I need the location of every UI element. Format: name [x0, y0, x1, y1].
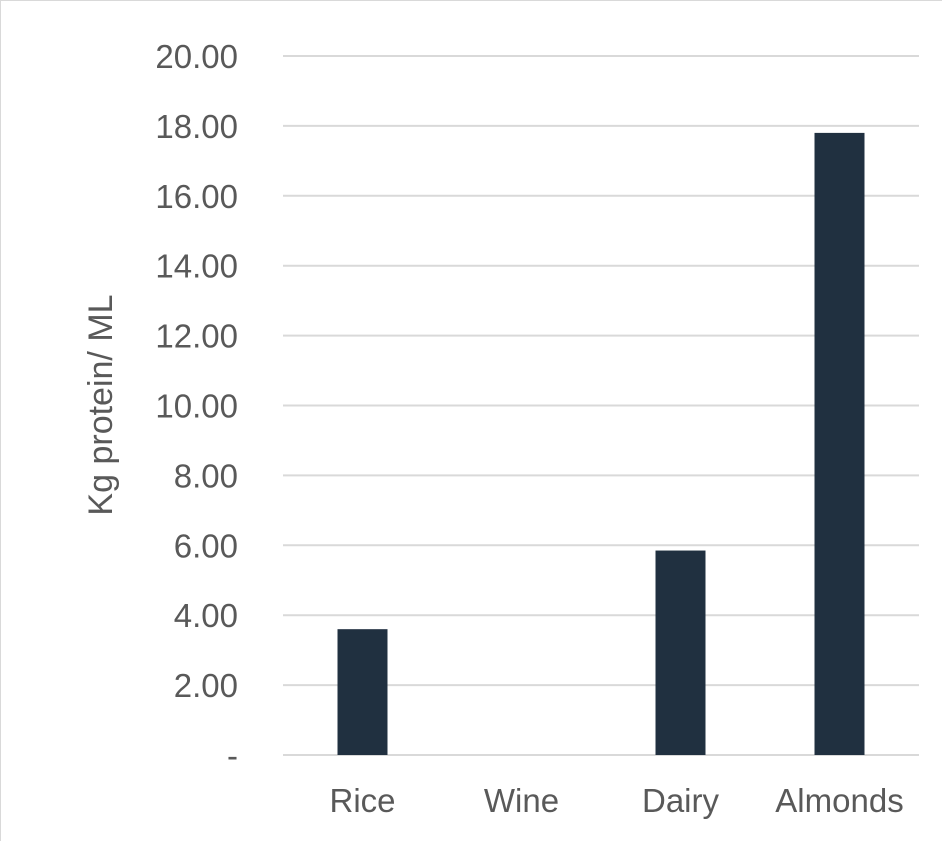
bar-almonds	[814, 132, 865, 755]
x-tick-label: Almonds	[775, 782, 903, 819]
x-tick-label: Wine	[484, 782, 559, 819]
y-tick-label: 16.00	[155, 178, 238, 215]
x-tick-label: Rice	[329, 782, 395, 819]
y-tick-label: -	[227, 737, 238, 774]
y-tick-label: 10.00	[155, 388, 238, 425]
y-tick-label: 14.00	[155, 248, 238, 285]
y-tick-label: 6.00	[174, 527, 238, 564]
y-axis-ticks: - 2.00 4.00 6.00 8.00 10.00 12.00 14.00 16.00 18.…	[155, 38, 238, 774]
y-tick-label: 2.00	[174, 667, 238, 704]
gridlines	[283, 55, 919, 756]
x-tick-label: Dairy	[642, 782, 720, 819]
bars	[337, 132, 865, 755]
bar-rice	[337, 629, 388, 755]
y-tick-label: 8.00	[174, 457, 238, 494]
y-tick-label: 18.00	[155, 108, 238, 145]
bar-dairy	[655, 550, 706, 755]
x-axis-ticks: Rice Wine Dairy Almonds	[329, 782, 903, 819]
y-tick-label: 12.00	[155, 318, 238, 355]
y-tick-label: 4.00	[174, 597, 238, 634]
y-axis-label: Kg protein/ ML	[82, 294, 120, 515]
y-tick-label: 20.00	[155, 38, 238, 75]
